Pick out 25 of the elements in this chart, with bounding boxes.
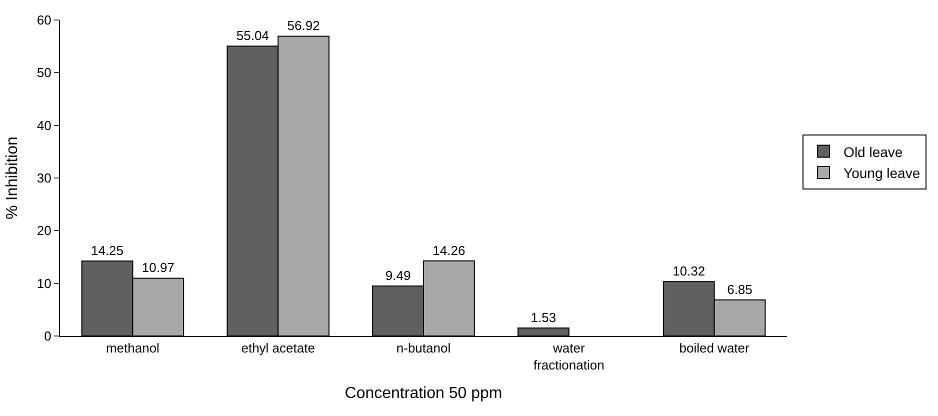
data-label: 56.92	[287, 18, 320, 34]
y-tick-label: 50	[36, 65, 52, 80]
data-label: 6.85	[727, 282, 752, 297]
data-label: 10.97	[142, 260, 174, 276]
x-tick-label: ethyl acetate	[241, 340, 315, 356]
y-tick-label: 30	[36, 170, 52, 186]
x-tick-label: methanol	[106, 340, 160, 356]
legend-label: Old leave	[844, 144, 903, 160]
y-axis-title: % Inhibition	[4, 136, 21, 220]
data-label: 14.25	[90, 242, 124, 258]
data-label: 9.49	[385, 268, 411, 284]
y-tick-label: 60	[36, 12, 52, 28]
x-tick-label: n-butanol	[396, 340, 451, 356]
data-label: 14.26	[432, 242, 466, 258]
y-tick-label: 20	[36, 223, 52, 238]
x-tick-label: water fractionation	[533, 340, 604, 372]
x-axis-title: Concentration 50 ppm	[344, 385, 502, 402]
y-tick-label: 40	[36, 118, 52, 133]
data-label: 55.04	[236, 28, 269, 44]
data-label: 1.53	[530, 310, 556, 325]
data-label: 10.32	[672, 264, 706, 279]
y-tick-label: 0	[44, 328, 52, 344]
x-tick-label: boiled water	[679, 340, 750, 356]
legend-label: Young leave	[844, 164, 920, 181]
y-tick-label: 10	[36, 276, 52, 291]
